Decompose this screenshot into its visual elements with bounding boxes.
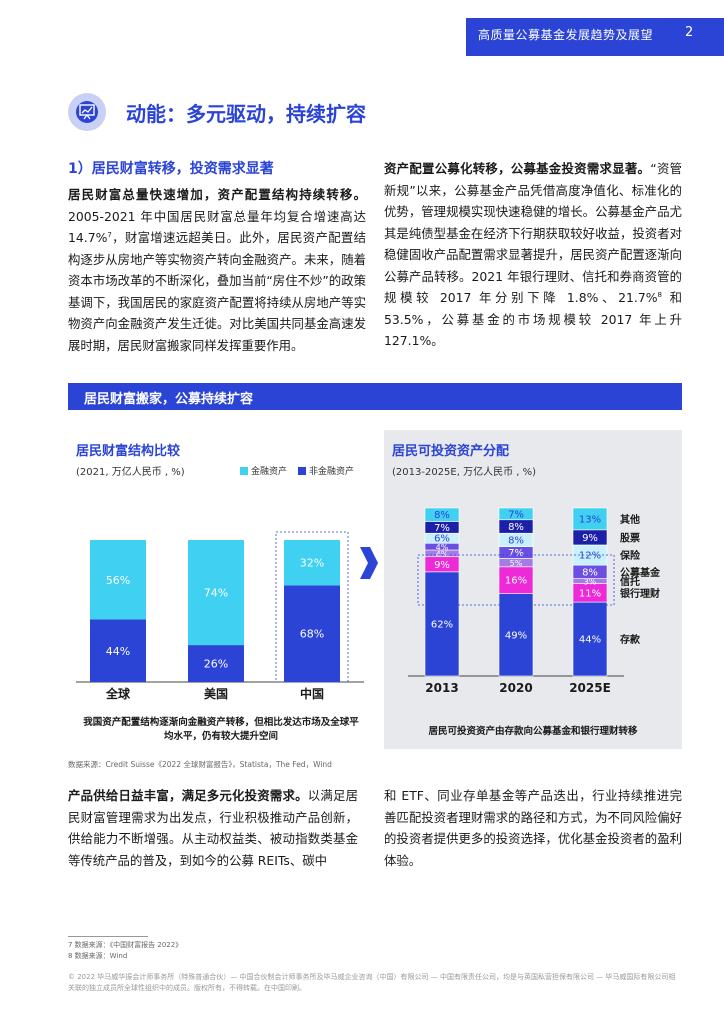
data-label: 13% (579, 514, 601, 525)
series-label: 存款 (620, 633, 641, 646)
figure-banner-title: 居民财富搬家，公募持续扩容 (84, 392, 254, 407)
section-title: 动能：多元驱动，持续扩容 (126, 102, 366, 126)
footnote-8: 8 数据来源：Wind (68, 952, 128, 960)
data-label: 7% (508, 509, 524, 520)
bar-segment (90, 619, 146, 682)
data-label: 7% (434, 523, 450, 534)
chart-left-title: 居民财富结构比较 (76, 444, 181, 459)
header-title: 高质量公募基金发展趋势及展望 (478, 28, 654, 42)
data-label: 11% (579, 588, 601, 599)
highlight-box (417, 554, 615, 606)
chart-right: 62%9%4%4%6%7%8%201349%16%5%7%8%8%7%20204… (408, 507, 661, 695)
page-number: 2 (685, 25, 694, 40)
paragraph-wealth-text-a: 2005-2021 年中国居民财富总量年均复合增速高达 14.7% (68, 208, 366, 246)
header-bar (466, 18, 724, 56)
bar-segment (284, 540, 340, 586)
paragraph-products-continued: 和 ETF、同业存单基金等产品迭出，行业持续推进完善匹配投资者理财需求的路径和方… (384, 785, 682, 871)
data-label: 62% (431, 619, 453, 630)
paragraph-allocation-lead: 资产配置公募化转移，公募基金投资需求显著。 (384, 161, 651, 176)
bar-segment (424, 507, 460, 522)
data-label: 16% (505, 576, 527, 587)
legend-label: 金融资产 (251, 467, 288, 477)
series-label: 信托 (620, 575, 640, 588)
bar-segment (572, 507, 608, 531)
paragraph-wealth-lead: 居民财富总量快速增加，资产配置结构持续转移。 (68, 187, 366, 202)
data-label: 44% (106, 645, 130, 658)
bar-segment (498, 507, 534, 521)
data-label: 8% (434, 510, 450, 521)
data-label: 8% (508, 535, 524, 546)
chart-left-subtitle: (2021, 万亿人民币 , %) (76, 467, 185, 478)
data-source: 数据来源：Credit Suisse《2022 全球财富报告》，Statista… (68, 760, 332, 769)
paragraph-products-text-b: 和 ETF、同业存单基金等产品迭出，行业持续推进完善匹配投资者理财需求的路径和方… (384, 788, 682, 868)
tick-label: 2025E (569, 681, 611, 695)
data-label: 74% (204, 587, 228, 600)
data-label: 32% (300, 557, 324, 570)
series-label: 其他 (620, 513, 640, 526)
chart-right-subtitle: (2013-2025E, 万亿人民币 , %) (392, 467, 537, 478)
paragraph-wealth-text-b: ，财富增速远超美日。此外，居民资产配置结构逐步从房地产等实物资产转向金融资产。未… (68, 230, 366, 353)
data-label: 3% (584, 578, 597, 587)
legend-label: 非金融资产 (309, 467, 355, 477)
footnote-ref-7: 7 (107, 230, 112, 239)
data-label: 68% (300, 628, 324, 641)
bar-segment (284, 585, 340, 682)
tick-label: 2013 (425, 681, 458, 695)
chart-right-caption: 居民可投资资产由存款向公募基金和银行理财转移 (428, 726, 638, 737)
footnote-rule (68, 936, 148, 937)
data-label: 56% (106, 574, 130, 587)
paragraph-allocation-text-a: “资管新规”以来，公募基金产品凭借高度净值化、标准化的优势，管理规模实现快速稳健… (384, 161, 683, 305)
series-label: 银行理财 (620, 587, 660, 600)
presentation-chart-icon (68, 93, 106, 131)
tick-label: 2020 (499, 681, 532, 695)
highlight-box (275, 531, 349, 683)
series-label: 保险 (619, 549, 641, 562)
footnote-7: 7 数据来源：《中国财富报告 2022》 (68, 941, 183, 949)
paragraph-allocation-text-b: 和 53.5%，公募基金的市场规模较 2017 年上升 127.1%。 (384, 290, 682, 348)
tick-label: 中国 (300, 686, 324, 701)
series-label: 股票 (620, 532, 640, 544)
bar-segment (188, 645, 244, 682)
paragraph-allocation: 资产配置公募化转移，公募基金投资需求显著。“资管新规”以来，公募基金产品凭借高度… (384, 158, 682, 352)
data-label: 9% (434, 560, 450, 571)
bar-segment (188, 540, 244, 646)
sub-heading: 1）居民财富转移，投资需求显著 (68, 161, 274, 177)
chart-left: 44% 56% 全球 26% 74% 美国 68% 32% 中国 (76, 531, 364, 701)
bar-segment (498, 566, 534, 594)
bar-segment (90, 540, 146, 620)
tick-label: 全球 (105, 686, 131, 701)
paragraph-wealth: 居民财富总量快速增加，资产配置结构持续转移。 2005-2021 年中国居民财富总… (68, 184, 366, 356)
data-label: 49% (505, 630, 527, 641)
copyright: © 2022 毕马威华振会计师事务所（特殊普通合伙）— 中国合伙制会计师事务所及… (68, 973, 676, 992)
paragraph-products-text-a: 以满足居民财富管理需求为出发点，行业积极推动产品创新，供给能力不断增强。从主动权… (68, 788, 359, 868)
arrow-right-icon (360, 547, 378, 579)
legend-item-financial: 金融资产 (240, 464, 287, 477)
chart-left-caption: 我国资产配置结构逐渐向金融资产转移，但相比发达市场及全球平均水平，仍有较大提升空… (83, 717, 359, 742)
data-label: 7% (508, 548, 524, 559)
paragraph-products-lead: 产品供给日益丰富，满足多元化投资需求。 (68, 788, 308, 803)
data-label: 5% (510, 559, 523, 568)
data-label: 12% (579, 551, 601, 562)
paragraph-products: 产品供给日益丰富，满足多元化投资需求。以满足居民财富管理需求为出发点，行业积极推… (68, 785, 358, 871)
data-label: 8% (508, 522, 524, 533)
legend-swatch (298, 467, 306, 475)
data-label: 44% (579, 635, 601, 646)
bar-segment (498, 593, 534, 677)
legend-swatch (240, 467, 248, 475)
legend-item-nonfinancial: 非金融资产 (298, 464, 354, 477)
data-label: 4% (436, 543, 449, 552)
chart-right-title: 居民可投资资产分配 (392, 444, 510, 459)
data-label: 6% (434, 534, 450, 545)
data-label: 9% (582, 533, 598, 544)
data-label: 26% (204, 658, 228, 671)
data-label: 4% (436, 550, 449, 559)
data-label: 8% (582, 567, 598, 578)
footnote-ref-8: 8 (657, 290, 662, 299)
series-label: 公募基金 (620, 566, 661, 579)
figure-banner (68, 383, 682, 410)
tick-label: 美国 (204, 686, 228, 701)
bar-segment (572, 601, 608, 677)
